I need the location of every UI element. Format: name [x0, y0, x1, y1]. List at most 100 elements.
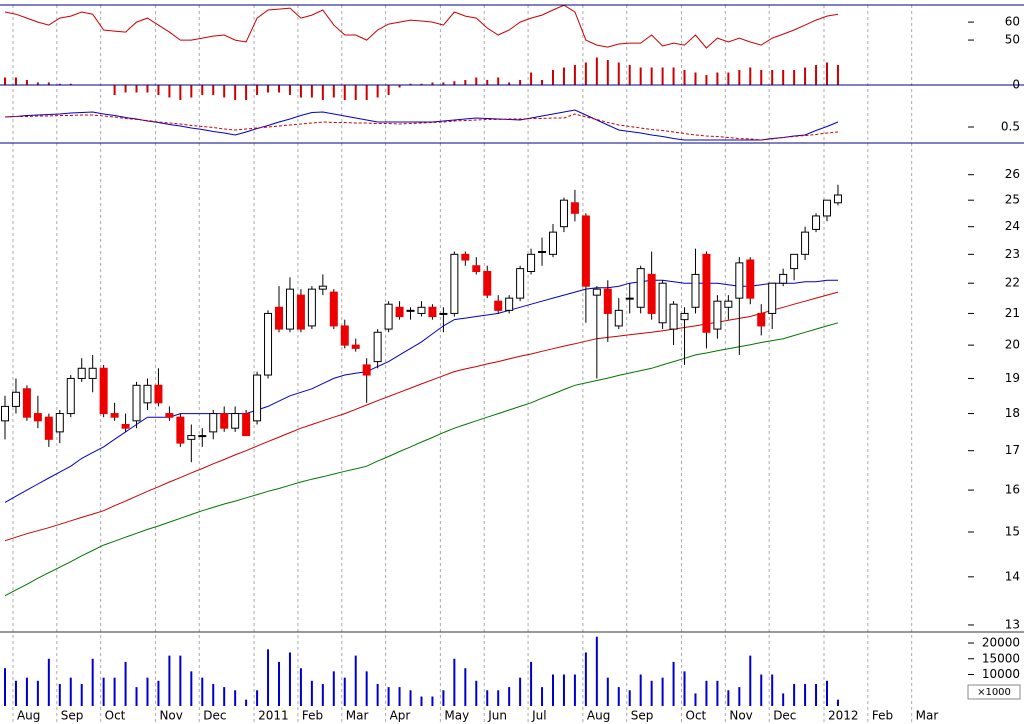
bar [727, 72, 730, 85]
bar [793, 683, 796, 706]
bar [201, 85, 204, 95]
bar [749, 655, 752, 706]
candle-body [746, 259, 755, 299]
bar [573, 65, 576, 85]
x-tick-label: Nov [159, 709, 182, 723]
y-tick-label: 50 [1005, 33, 1020, 47]
bar [497, 77, 500, 85]
bar [157, 85, 160, 95]
bar [376, 683, 379, 706]
y-tick-label: 15 [1005, 525, 1020, 539]
bar [815, 65, 818, 85]
bar [595, 57, 598, 85]
y-tick-label: 60 [1005, 15, 1020, 29]
bar [14, 77, 17, 85]
y-tick-label: 15000 [982, 651, 1020, 665]
bar [562, 674, 565, 706]
bar [157, 680, 160, 706]
bar [354, 85, 357, 100]
candle-body [121, 423, 130, 429]
candle-body [198, 435, 207, 438]
bar [332, 85, 335, 98]
candle-body [505, 297, 514, 311]
line-series [4, 4, 839, 49]
bar [431, 696, 434, 706]
candle-body [110, 413, 119, 418]
candle-body [527, 253, 536, 273]
x-tick-label: May [444, 709, 469, 723]
candle-body [779, 273, 788, 284]
candle-body [77, 367, 86, 379]
bar [124, 661, 127, 706]
candle-body [340, 325, 349, 346]
x-tick-label: Jun [487, 709, 507, 723]
bar [606, 677, 609, 706]
bar [47, 82, 50, 85]
bar [47, 658, 50, 706]
bar [628, 65, 631, 85]
bar [683, 671, 686, 706]
candle-body [231, 413, 240, 429]
candle-body [439, 312, 448, 315]
bar [4, 77, 6, 85]
candle-body [406, 309, 415, 312]
bar [497, 690, 500, 706]
candle-body [285, 288, 294, 330]
x-tick-label: Feb [302, 709, 323, 723]
bar [113, 85, 116, 95]
candle-body [99, 367, 108, 415]
y-tick-label: 13 [1005, 617, 1020, 631]
candle-body [680, 312, 689, 321]
candle-body [636, 268, 645, 308]
bar [650, 67, 653, 85]
bar [628, 690, 631, 706]
y-tick-label: 23 [1005, 247, 1020, 261]
bar [672, 67, 675, 85]
bar [168, 655, 171, 706]
candle-body [373, 331, 382, 363]
bar [782, 693, 785, 706]
bar [453, 81, 456, 85]
bar [749, 67, 752, 85]
bar [267, 649, 270, 706]
candle-body [1, 405, 9, 422]
candle-body [614, 309, 623, 327]
candle-body [253, 374, 262, 422]
y-tick-label: 24 [1005, 219, 1020, 233]
candle-body [220, 413, 229, 429]
candle-body [143, 384, 152, 404]
bar [321, 85, 324, 100]
line-series [4, 109, 839, 141]
x-tick-label: Mar [346, 709, 369, 723]
bar [25, 80, 28, 85]
bar [124, 85, 127, 93]
y-tick-label: 16 [1005, 483, 1020, 497]
candle-body [724, 300, 733, 308]
bar [190, 671, 193, 706]
bar [146, 677, 149, 706]
bar [552, 70, 554, 85]
candle-body [66, 377, 75, 415]
bar [530, 72, 533, 85]
candle-body [362, 364, 371, 376]
candle-body [417, 306, 426, 314]
bar [738, 70, 741, 85]
bar [4, 668, 6, 706]
bar [639, 674, 642, 706]
y-tick-label: 20 [1005, 338, 1020, 352]
x-tick-label: 2011 [258, 709, 289, 723]
candle-body [735, 262, 744, 299]
bar [826, 680, 828, 706]
bar [486, 80, 489, 85]
line-series [4, 113, 839, 141]
bar [475, 77, 478, 85]
bar [661, 677, 664, 706]
bar [672, 661, 675, 706]
candle-body [812, 215, 821, 230]
bar [278, 85, 280, 93]
candle-body [833, 194, 842, 204]
x-tick-label: Oct [105, 709, 126, 723]
bar [409, 83, 412, 85]
bar [80, 683, 83, 706]
y-tick-label: 14 [1005, 569, 1020, 583]
